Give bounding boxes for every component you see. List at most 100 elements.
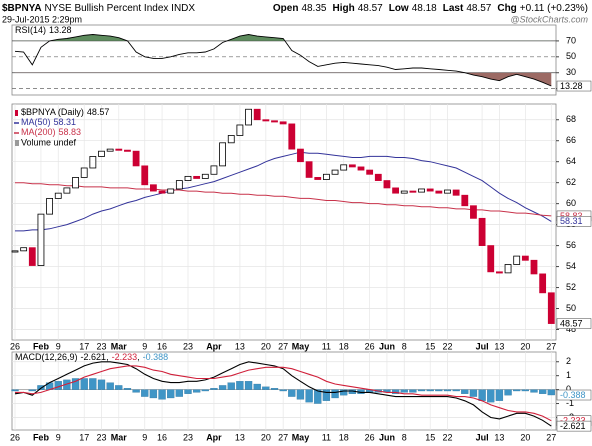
histogram-bar	[495, 389, 504, 401]
histogram-bar	[521, 389, 529, 392]
macd-value: -2.621	[81, 352, 107, 362]
x-tick-label: 15	[425, 341, 435, 351]
x-tick-label: 26	[10, 432, 20, 442]
legend-icon	[15, 140, 19, 146]
x-tick-label: 20	[520, 432, 530, 442]
candle	[167, 188, 175, 194]
candle	[521, 255, 529, 261]
y-tick-label: 60	[566, 198, 576, 208]
candle	[271, 120, 278, 123]
quote-label: Low	[389, 3, 409, 14]
histogram-bar	[167, 389, 175, 399]
x-tick-label: 20	[261, 432, 271, 442]
histogram-bar	[218, 385, 227, 390]
histogram-bar	[400, 389, 408, 393]
candle	[409, 190, 417, 193]
y-tick-label: 56	[566, 240, 576, 250]
legend-name: MA(50)	[21, 117, 51, 127]
histogram-bar	[115, 385, 123, 390]
y-tick-label: 66	[566, 135, 576, 145]
end-label: -2.233	[560, 416, 586, 426]
candle	[245, 108, 252, 126]
x-tick-label: Apr	[206, 432, 222, 442]
x-tick-label: Mar	[111, 432, 128, 442]
histogram-bar	[279, 389, 287, 392]
moving-average	[15, 182, 552, 217]
histogram-bar	[80, 378, 88, 390]
candle	[444, 189, 451, 194]
y-tick-label: 1	[566, 370, 571, 380]
histogram-bar	[97, 379, 106, 390]
histogram-bar	[28, 389, 36, 392]
x-tick-label: 16	[157, 432, 167, 442]
histogram-bar	[236, 381, 244, 390]
x-tick-label: 23	[183, 341, 193, 351]
y-tick-label: 0	[566, 384, 571, 394]
candle	[331, 169, 339, 175]
x-tick-label: May	[292, 341, 310, 351]
candle	[20, 247, 28, 252]
x-tick-label: 18	[339, 341, 349, 351]
quote-value: 48.57	[466, 3, 491, 14]
quote-label: Last	[443, 3, 464, 14]
y-tick-label: 54	[566, 261, 576, 271]
histogram-bar	[478, 389, 486, 401]
candle	[54, 192, 62, 199]
candle	[348, 164, 356, 168]
end-label-box	[556, 216, 592, 227]
histogram-bar	[192, 389, 201, 393]
histogram-bar	[71, 378, 80, 390]
candle	[158, 190, 166, 194]
x-tick-label: 13	[235, 432, 245, 442]
histogram-bar	[539, 389, 547, 394]
panel-border	[11, 103, 557, 341]
candle	[141, 165, 149, 186]
y-tick-label: 70	[566, 35, 576, 45]
candle	[513, 255, 521, 265]
candle	[72, 177, 79, 189]
histogram-bar	[149, 389, 158, 399]
candle	[28, 247, 36, 266]
macd-value: -2.233	[112, 352, 138, 362]
legend-entry: Volume undef	[21, 137, 77, 147]
x-tick-label: 27	[546, 432, 556, 442]
legend-entry: $BPNYA (Daily) 48.57	[21, 107, 109, 117]
candle	[478, 217, 486, 246]
histogram-bar	[270, 388, 279, 390]
candle	[132, 150, 140, 167]
candle	[495, 271, 503, 274]
x-tick-label: 13	[494, 341, 504, 351]
candle	[539, 273, 547, 294]
candle	[210, 165, 218, 175]
legend-entry: MA(50) 58.31	[21, 117, 76, 127]
candle	[11, 250, 19, 253]
x-tick-label: 16	[157, 341, 167, 351]
candle	[357, 166, 365, 171]
y-tick-label: -1	[566, 398, 574, 408]
candle	[98, 150, 105, 157]
x-tick-label: 11	[322, 432, 331, 442]
quote: Open 48.35 High 48.57 Low 48.18 Last 48.57 Chg +0…	[273, 3, 588, 14]
y-tick-label: 62	[566, 177, 576, 187]
candle	[374, 173, 382, 181]
histogram-bar	[487, 389, 495, 403]
x-tick-label: Jun	[379, 341, 395, 351]
candle	[487, 245, 495, 273]
candle	[175, 180, 183, 190]
histogram-bar	[132, 389, 140, 393]
candle	[89, 156, 97, 169]
candle	[530, 259, 538, 275]
macd-title: MACD(12,26,9)	[15, 352, 78, 362]
histogram-bar	[227, 382, 235, 390]
legend-value: 58.31	[54, 117, 77, 127]
candle	[322, 173, 330, 180]
histogram-bar	[175, 389, 184, 397]
candle	[288, 123, 296, 150]
histogram-bar	[391, 389, 400, 394]
candle	[106, 148, 114, 152]
candle	[193, 175, 201, 179]
legend-entry: MA(200) 58.83	[21, 127, 81, 137]
histogram-bar	[314, 389, 322, 404]
x-tick-label: Jul	[476, 341, 489, 351]
histogram-bar	[89, 378, 97, 390]
